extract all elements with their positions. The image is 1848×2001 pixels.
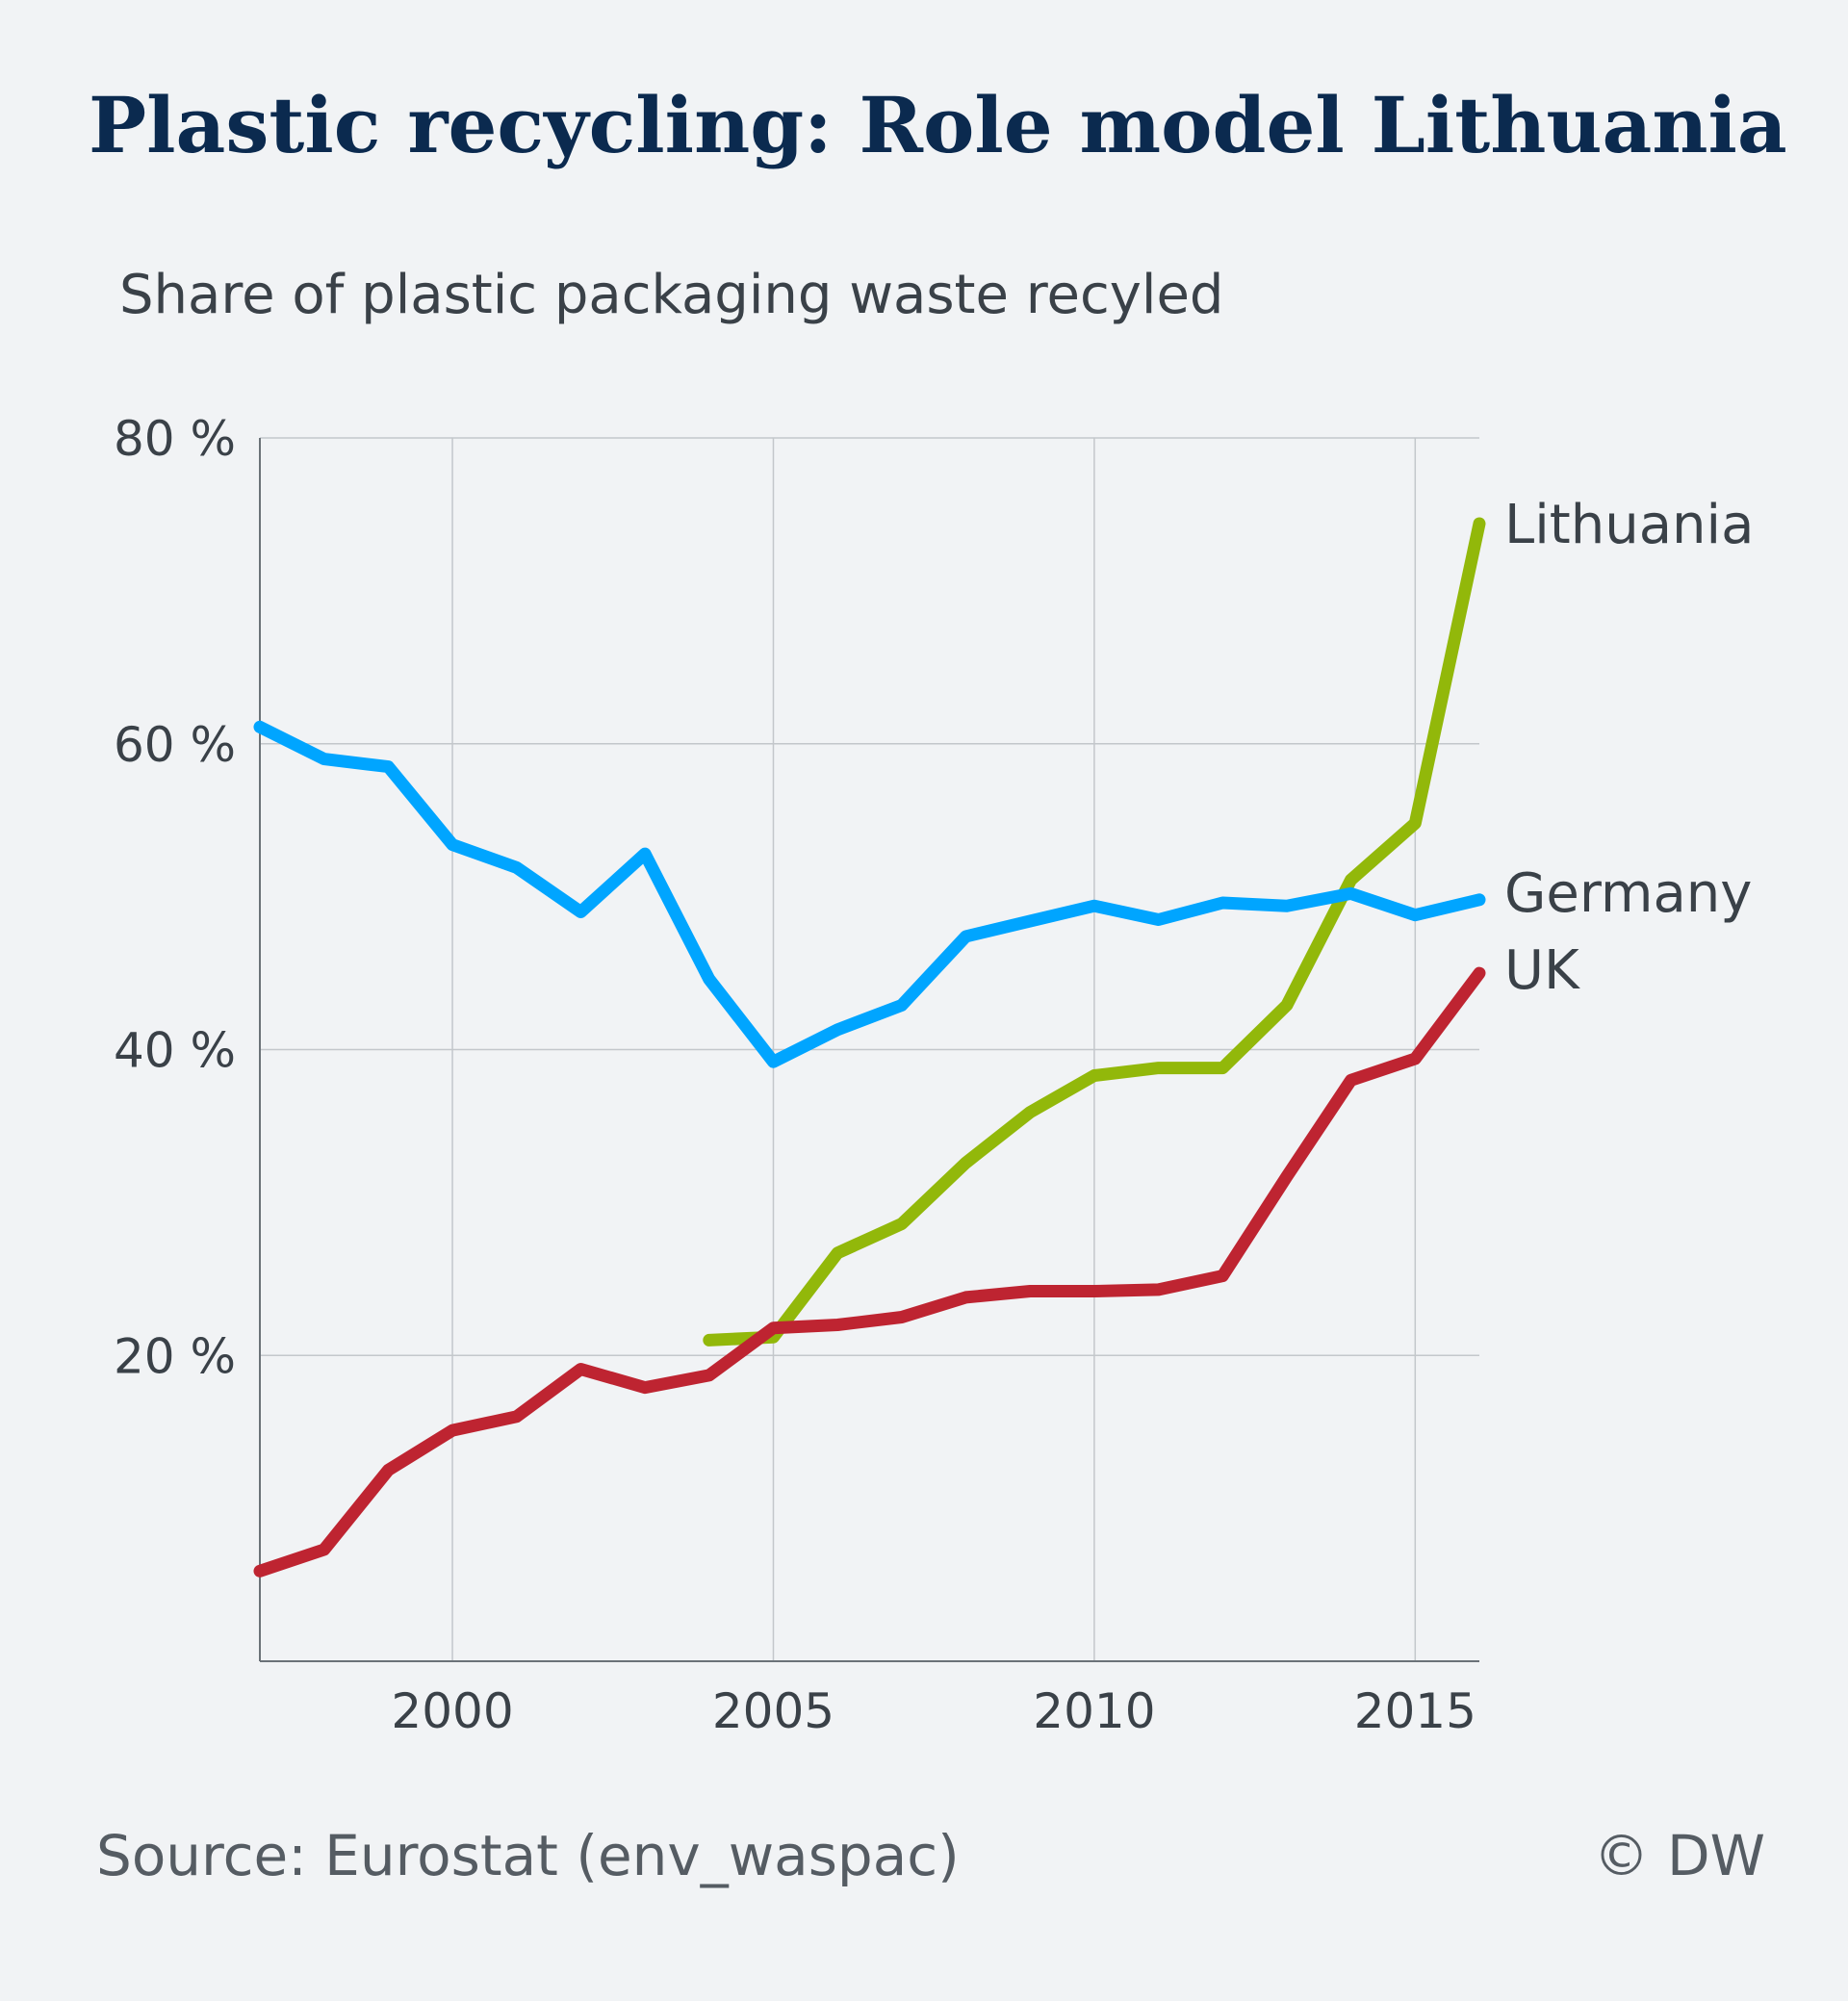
y-tick-label: 20 % <box>114 1328 236 1384</box>
gridlines <box>260 437 1479 1661</box>
chart-title: Plastic recycling: Role model Lithuania <box>89 80 1787 170</box>
source-note: Source: Eurostat (env_waspac) <box>96 1823 960 1888</box>
labels: 20 % 40 % 60 % 80 % 2000 2005 2010 2015 Lithuani… <box>114 411 1754 1739</box>
x-tick-label: 2015 <box>1354 1683 1476 1739</box>
chart-subtitle: Share of plastic packaging waste recyled <box>119 264 1224 326</box>
series-lines <box>253 517 1486 1578</box>
y-tick-label: 60 % <box>114 717 236 773</box>
series-line-germany <box>253 720 1486 1068</box>
series-label-lithuania: Lithuania <box>1504 494 1754 556</box>
series-line-lithuania <box>703 517 1486 1347</box>
y-tick-label: 40 % <box>114 1023 236 1079</box>
series-label-germany: Germany <box>1504 862 1752 925</box>
line-chart: 20 % 40 % 60 % 80 % 2000 2005 2010 2015 Lithuani… <box>114 411 1754 1739</box>
x-tick-label: 2000 <box>391 1683 513 1739</box>
series-line-uk <box>253 966 1486 1578</box>
axes <box>259 438 1479 1662</box>
x-tick-label: 2005 <box>712 1683 834 1739</box>
copyright-credit: © DW <box>1593 1823 1765 1888</box>
x-tick-label: 2010 <box>1033 1683 1155 1739</box>
series-label-uk: UK <box>1504 939 1580 1002</box>
y-tick-label: 80 % <box>114 411 236 467</box>
